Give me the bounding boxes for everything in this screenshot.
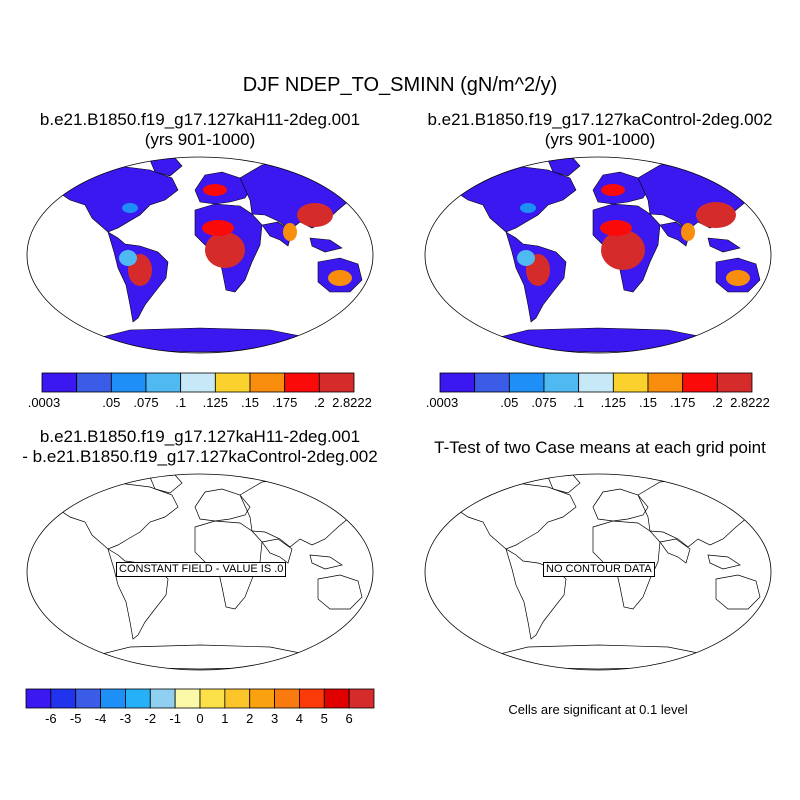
colorbar-tick-label: -2 bbox=[145, 711, 157, 726]
colorbar-swatch bbox=[299, 688, 325, 709]
colorbar-swatch bbox=[474, 372, 510, 393]
colorbar-tick-label: 2.8222 bbox=[332, 395, 372, 410]
colorbar-panel-2: .0003 .05 .075 .1 .125 .15 .175 .2 2.8222 bbox=[426, 372, 770, 410]
colorbar-tick-label: 6 bbox=[346, 711, 353, 726]
colorbar-swatch bbox=[323, 688, 350, 709]
colorbar-swatch bbox=[284, 372, 320, 393]
colorbar-swatch bbox=[125, 688, 151, 709]
colorbar-swatch bbox=[180, 372, 216, 393]
panel-3-subtitle: - b.e21.B1850.f19_g17.127kaControl-2deg.… bbox=[22, 447, 378, 466]
panel-2-subtitle: (yrs 901-1000) bbox=[544, 130, 656, 149]
colorbar-swatch bbox=[149, 688, 176, 709]
colorbar-tick-label: -5 bbox=[70, 711, 82, 726]
page-title: DJF NDEP_TO_SMINN (gN/m^2/y) bbox=[242, 74, 558, 96]
colorbar-swatch bbox=[647, 372, 684, 393]
colorbar-swatch bbox=[224, 688, 251, 709]
map-panel-1 bbox=[26, 156, 374, 354]
constant-field-label: CONSTANT FIELD - VALUE IS .0 bbox=[116, 562, 287, 577]
colorbar-tick-label: 3 bbox=[271, 711, 278, 726]
panel-3-title: b.e21.B1850.f19_g17.127kaH11-2deg.001 bbox=[39, 427, 361, 446]
colorbar-swatch bbox=[25, 688, 52, 709]
colorbar-swatch bbox=[100, 688, 126, 709]
map-panel-3 bbox=[26, 473, 374, 671]
colorbar-swatch bbox=[682, 372, 718, 393]
significance-note: Cells are significant at 0.1 level bbox=[508, 702, 688, 717]
panel-2-title: b.e21.B1850.f19_g17.127kaControl-2deg.00… bbox=[427, 110, 773, 129]
colorbar-tick-label: .0003 bbox=[28, 395, 61, 410]
colorbar-tick-label: .125 bbox=[601, 395, 626, 410]
colorbar-tick-label: -4 bbox=[95, 711, 107, 726]
colorbar-swatch bbox=[348, 688, 375, 709]
colorbar-swatch bbox=[174, 688, 201, 709]
colorbar-tick-label: .15 bbox=[639, 395, 657, 410]
colorbar-tick-label: .2 bbox=[314, 395, 325, 410]
colorbar-swatch bbox=[50, 688, 77, 709]
colorbar-swatch bbox=[145, 372, 182, 393]
colorbar-swatch bbox=[318, 372, 355, 393]
colorbar-swatch bbox=[439, 372, 476, 393]
colorbar-swatch bbox=[543, 372, 580, 393]
colorbar-tick-label: 2.8222 bbox=[730, 395, 770, 410]
colorbar-tick-label: 2 bbox=[246, 711, 253, 726]
colorbar-difference: -6 -5 -4 -3 -2 -1 0 1 2 3 4 5 6 bbox=[25, 688, 375, 726]
panel-1-title: b.e21.B1850.f19_g17.127kaH11-2deg.001 bbox=[39, 110, 361, 129]
colorbar-tick-label: .125 bbox=[203, 395, 228, 410]
colorbar-swatch bbox=[41, 372, 78, 393]
map-panel-2 bbox=[424, 156, 772, 354]
colorbar-tick-label: .175 bbox=[670, 395, 695, 410]
colorbar-tick-label: 1 bbox=[221, 711, 228, 726]
colorbar-tick-label: -6 bbox=[45, 711, 57, 726]
colorbar-panel-1: .0003 .05 .075 .1 .125 .15 .175 .2 2.8222 bbox=[28, 372, 372, 410]
panel-1-subtitle: (yrs 901-1000) bbox=[144, 130, 256, 149]
colorbar-tick-label: .2 bbox=[712, 395, 723, 410]
colorbar-swatch bbox=[249, 688, 275, 709]
colorbar-swatch bbox=[612, 372, 649, 393]
colorbar-tick-label: 5 bbox=[321, 711, 328, 726]
colorbar-tick-label: .15 bbox=[241, 395, 259, 410]
colorbar-swatch bbox=[274, 688, 300, 709]
colorbar-tick-label: .175 bbox=[272, 395, 297, 410]
colorbar-swatch bbox=[76, 372, 112, 393]
colorbar-tick-label: .05 bbox=[500, 395, 518, 410]
colorbar-swatch bbox=[249, 372, 286, 393]
colorbar-tick-label: .075 bbox=[133, 395, 158, 410]
map-panel-4 bbox=[424, 473, 772, 671]
no-contour-label: NO CONTOUR DATA bbox=[543, 562, 655, 577]
colorbar-swatch bbox=[508, 372, 545, 393]
colorbar-swatch bbox=[75, 688, 101, 709]
colorbar-swatch bbox=[110, 372, 147, 393]
panel-4-title: T-Test of two Case means at each grid po… bbox=[434, 438, 766, 457]
colorbar-swatch bbox=[214, 372, 251, 393]
colorbar-tick-label: -3 bbox=[120, 711, 132, 726]
colorbar-tick-label: .05 bbox=[102, 395, 120, 410]
colorbar-tick-label: .075 bbox=[531, 395, 556, 410]
colorbar-tick-label: .1 bbox=[573, 395, 584, 410]
colorbar-tick-label: -1 bbox=[169, 711, 181, 726]
colorbar-swatch bbox=[199, 688, 226, 709]
colorbar-swatch bbox=[578, 372, 614, 393]
colorbar-tick-label: 0 bbox=[196, 711, 203, 726]
colorbar-swatch bbox=[716, 372, 753, 393]
colorbar-tick-label: 4 bbox=[296, 711, 303, 726]
colorbar-tick-label: .0003 bbox=[426, 395, 459, 410]
colorbar-tick-label: .1 bbox=[175, 395, 186, 410]
